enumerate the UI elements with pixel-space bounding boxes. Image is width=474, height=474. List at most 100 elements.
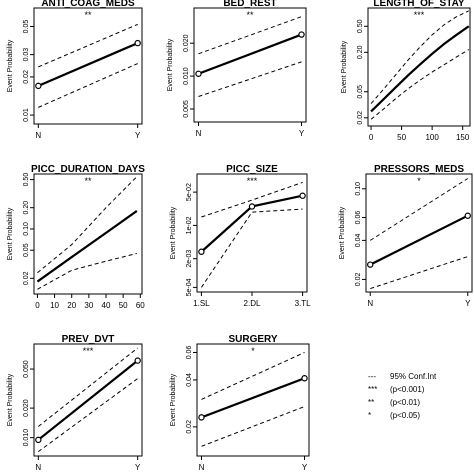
significance-marker: * [251,346,255,356]
y-tick-label: 1e-02 [186,216,193,234]
y-tick-label: 0.050 [23,360,30,378]
plot-lines [37,347,139,453]
y-tick-label: 0.04 [355,233,362,247]
y-tick-label: 0.20 [23,201,30,215]
upper-ci-line [37,176,138,274]
y-axis-label: Event Probability [339,206,346,259]
panel-pressors-meds: 0.02 0.04 0.06 0.10 Event Probability N Y PRESS… [339,164,473,308]
legend-label: 95% Conf.Int [390,372,437,381]
y-tick-label: 2e-03 [186,250,193,268]
y-tick-label: 0.50 [23,173,30,187]
y-axis-label: Event Probability [167,38,174,91]
x-tick-label: 1.SL [193,299,210,308]
significance-marker: * [417,176,421,186]
y-tick-label: 0.005 [183,100,190,118]
panel-title: LENGTH_OF_STAY [373,0,464,9]
estimate-point [195,70,202,77]
plot-frame [365,173,473,293]
legend: --- 95% Conf.Int *** (p<0.001) ** (p<0.01) … [368,370,472,422]
plot-frame [196,173,308,293]
panel-anti-coag-meds: 0.01 0.02 0.03 0.05 Event Probability N Y ANTI_… [7,0,143,140]
estimate-line [37,359,139,441]
plot-lines [370,10,470,120]
x-tick-label: N [35,463,41,472]
estimate-point [198,414,205,421]
x-tick-label: 0 [35,301,40,310]
estimate-point [248,203,256,210]
legend-symbol: *** [368,385,378,394]
y-tick-label: 0.10 [355,182,362,196]
panel-title: PRESSORS_MEDS [374,164,464,175]
legend-symbol: --- [368,372,376,381]
legend-label: (p<0.01) [390,398,421,407]
estimate-point [134,39,141,47]
y-axis-label: Event Probability [170,373,177,426]
x-tick-label: 0 [369,133,374,142]
estimate-point [134,357,141,364]
estimate-line [201,377,305,419]
y-tick-label: 5e-04 [186,278,193,296]
significance-marker: ** [84,10,92,20]
y-axis-label: Event Probability [7,373,14,426]
plot-frame [33,173,143,295]
lower-ci-line [37,252,137,290]
significance-marker: *** [247,176,258,186]
y-axis-label: Event Probability [7,207,14,260]
plot-frame [33,343,143,457]
lower-ci-line [201,406,305,447]
legend-row-ci: --- 95% Conf.Int [368,370,472,383]
significance-marker: *** [414,10,425,20]
estimate-point [464,212,471,219]
y-tick-label: 0.05 [357,85,364,99]
legend-row-p05: * (p<0.05) [368,409,472,422]
significance-marker: ** [84,176,92,186]
lower-ci-line [370,49,470,120]
x-tick-label: 40 [102,301,111,310]
legend-row-p01: ** (p<0.01) [368,396,472,409]
lower-ci-line [200,208,303,288]
y-tick-label: 0.05 [23,20,30,34]
y-tick-label: 5e-02 [186,183,193,201]
y-tick-label: 0.06 [355,211,362,225]
estimate-point [367,261,374,268]
estimate-point [35,82,42,90]
upper-ci-line [201,181,303,218]
significance-marker: ** [246,10,254,20]
panel-length-of-stay: 0.02 0.05 0.20 0.50 Event Probability 0 50 100 1… [341,0,471,142]
x-tick-label: 60 [136,301,145,310]
panel-picc-size: 5e-04 2e-03 1e-02 5e-02 Event Probability 1.S… [170,164,311,308]
estimate-line [369,214,469,266]
y-tick-label: 0.010 [183,67,190,85]
significance-marker: *** [83,346,94,356]
plot-frame [193,7,307,123]
panel-title: SURGERY [228,334,277,345]
lower-ci-line [38,378,138,453]
y-axis-label: Event Probability [170,206,177,259]
panel-prev-dvt: 0.010 0.020 0.050 Event Probability N Y PREV_D… [7,334,143,472]
estimate-line [198,33,302,75]
plot-lines [36,176,138,290]
plot-frame [367,7,471,127]
plot-lines [369,178,469,290]
upper-ci-line [369,178,469,241]
x-tick-label: N [35,131,41,140]
plot-frame [33,7,143,125]
x-tick-label: 100 [425,133,439,142]
estimate-line [370,25,470,113]
x-tick-label: 20 [67,301,76,310]
upper-ci-line [370,10,469,104]
y-tick-label: 0.02 [23,271,30,285]
plot-lines [201,352,305,447]
x-tick-label: 50 [397,133,406,142]
plot-lines [37,23,139,108]
estimate-line [36,210,138,283]
panel-title: PICC_DURATION_DAYS [31,164,145,175]
x-tick-label: 50 [119,301,128,310]
lower-ci-line [38,63,138,108]
estimate-point [198,248,205,255]
y-axis-label: Event Probability [341,40,348,93]
x-tick-label: 2.DL [244,299,261,308]
lower-ci-line [370,256,468,290]
x-tick-label: N [367,299,373,308]
estimate-point [301,375,308,382]
